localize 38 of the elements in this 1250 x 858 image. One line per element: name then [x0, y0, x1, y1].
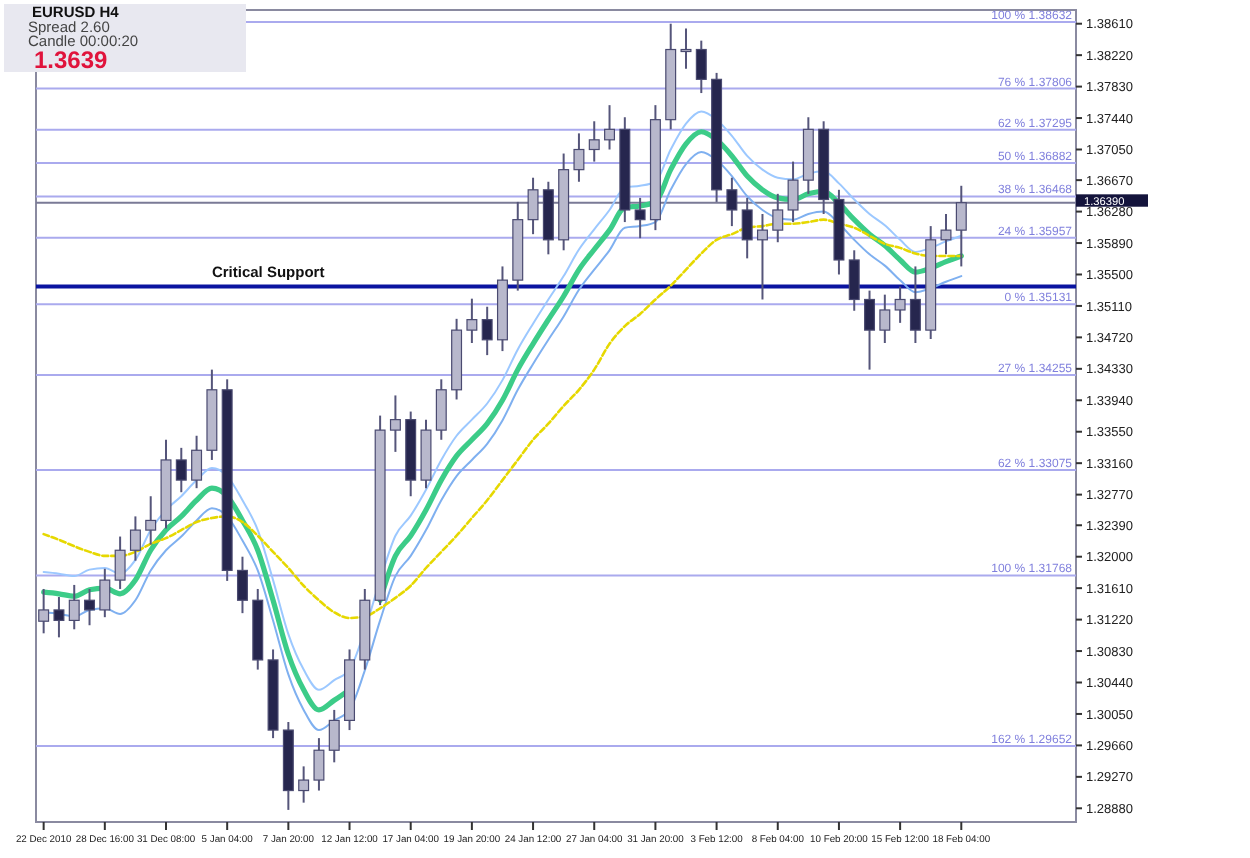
candlestick	[481, 305, 493, 357]
candlestick	[604, 104, 616, 151]
candlestick	[191, 434, 203, 490]
candlestick	[772, 192, 784, 244]
annotation: 1.3639	[34, 46, 109, 74]
candlestick	[527, 176, 539, 236]
candlestick	[726, 176, 738, 228]
candlestick	[955, 184, 967, 268]
candlestick	[680, 27, 692, 70]
candlestick	[787, 160, 799, 224]
candlestick	[145, 495, 157, 546]
candlestick	[129, 515, 141, 562]
candlestick	[313, 737, 325, 792]
candlestick	[573, 132, 585, 183]
candlestick	[466, 297, 478, 345]
candlestick	[741, 196, 753, 260]
candlestick	[634, 196, 646, 240]
candlestick	[588, 120, 600, 163]
candlestick	[38, 587, 50, 635]
candlestick	[848, 249, 860, 312]
candlestick	[389, 394, 401, 453]
candlestick	[435, 378, 447, 441]
candlestick	[940, 213, 952, 256]
candlestick	[909, 265, 921, 345]
candlestick	[328, 708, 340, 764]
candlestick	[68, 583, 80, 631]
candlestick	[298, 765, 310, 804]
candlestick	[864, 289, 876, 371]
candlestick	[236, 555, 248, 615]
candlestick	[99, 567, 111, 619]
candlestick	[84, 587, 96, 627]
candlestick	[894, 285, 906, 324]
candlestick	[695, 39, 707, 95]
candlestick	[114, 535, 126, 590]
candlestick	[175, 446, 187, 494]
candlestick	[756, 213, 768, 301]
candlestick	[53, 596, 65, 639]
candlestick	[879, 293, 891, 345]
